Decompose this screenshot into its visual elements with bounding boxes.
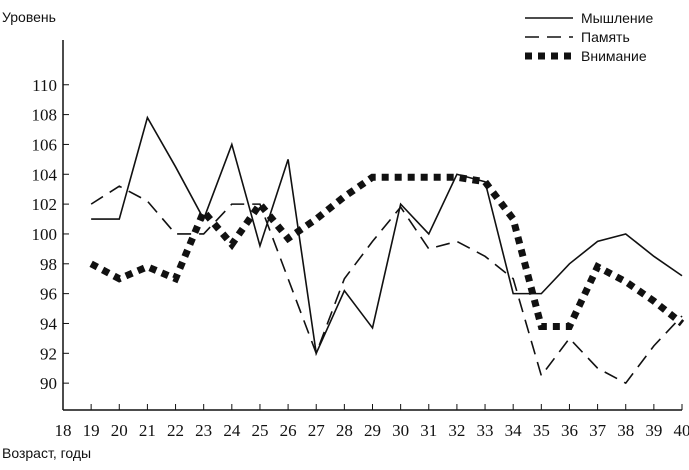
y-tick-label: 92 <box>40 344 57 363</box>
legend-label: Мышление <box>581 10 653 26</box>
series-line <box>91 177 682 326</box>
x-tick-label: 34 <box>505 421 523 440</box>
x-tick-label: 19 <box>83 421 100 440</box>
series-line <box>91 186 682 383</box>
x-tick-label: 23 <box>195 421 212 440</box>
y-tick-label: 94 <box>40 314 58 333</box>
y-tick-label: 104 <box>32 165 58 184</box>
x-tick-label: 20 <box>111 421 128 440</box>
x-tick-label: 30 <box>392 421 409 440</box>
x-tick-label: 36 <box>561 421 578 440</box>
x-tick-label: 35 <box>533 421 550 440</box>
y-tick-label: 110 <box>32 76 57 95</box>
x-tick-label: 32 <box>448 421 465 440</box>
y-tick-label: 102 <box>32 195 58 214</box>
x-tick-label: 38 <box>617 421 634 440</box>
y-axis-label: Уровень <box>2 9 56 25</box>
x-tick-label: 21 <box>139 421 156 440</box>
y-tick-label: 98 <box>40 255 57 274</box>
x-tick-label: 24 <box>223 421 241 440</box>
x-tick-label: 31 <box>420 421 437 440</box>
y-tick-label: 108 <box>32 106 58 125</box>
x-tick-label: 22 <box>167 421 184 440</box>
y-tick-label: 100 <box>32 225 58 244</box>
legend-label: Память <box>581 29 630 45</box>
series-line <box>91 118 682 354</box>
x-tick-label: 26 <box>280 421 297 440</box>
x-tick-label: 18 <box>55 421 72 440</box>
x-tick-label: 25 <box>251 421 268 440</box>
x-tick-label: 33 <box>477 421 494 440</box>
x-tick-label: 39 <box>645 421 662 440</box>
y-tick-label: 96 <box>40 285 57 304</box>
y-tick-label: 106 <box>32 135 58 154</box>
y-tick-label: 90 <box>40 374 57 393</box>
legend-label: Внимание <box>581 48 647 64</box>
x-axis-label: Возраст, годы <box>2 445 91 461</box>
x-tick-label: 28 <box>336 421 353 440</box>
x-tick-label: 40 <box>674 421 689 440</box>
x-tick-label: 29 <box>364 421 381 440</box>
x-tick-label: 27 <box>308 421 326 440</box>
x-tick-label: 37 <box>589 421 607 440</box>
